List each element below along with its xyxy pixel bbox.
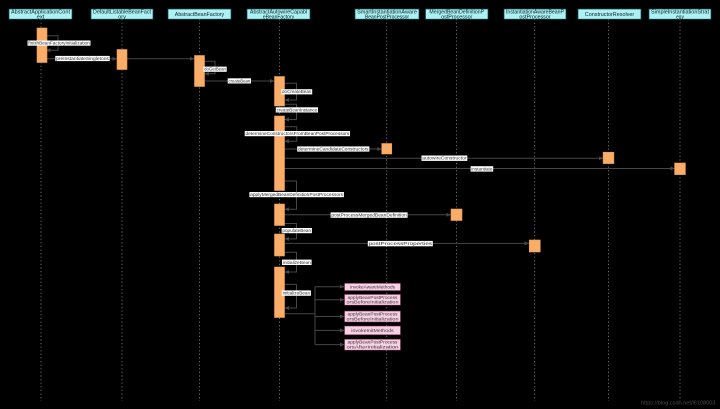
svg-text:determineCandidateConstructors: determineCandidateConstructors [298, 146, 369, 151]
svg-text:applyBeanPostProcess: applyBeanPostProcess [348, 311, 398, 317]
svg-text:MergedBeanDefinitionP: MergedBeanDefinitionP [429, 9, 484, 15]
svg-text:createBean: createBean [229, 78, 251, 83]
svg-text:finishBeanFactoryInitializatio: finishBeanFactoryInitialization [28, 41, 90, 46]
svg-text:populateBean: populateBean [282, 228, 311, 233]
svg-text:BeanPostProcessor: BeanPostProcessor [365, 14, 410, 20]
svg-text:ostProcessor: ostProcessor [519, 14, 551, 20]
svg-text:postProcessMergedBeanDefinitio: postProcessMergedBeanDefinition [331, 213, 407, 218]
svg-text:AbstractBeanFactory: AbstractBeanFactory [175, 12, 225, 18]
svg-text:orsBeforeInitialization: orsBeforeInitialization [347, 300, 399, 306]
svg-text:InstantiationAwareBeanP: InstantiationAwareBeanP [506, 9, 565, 15]
svg-text:instantiate: instantiate [471, 166, 492, 171]
svg-text:invokeInitMethods: invokeInitMethods [351, 328, 394, 334]
svg-text:AbstractApplicationCont: AbstractApplicationCont [11, 9, 71, 15]
svg-text:orsBeforeInitialization: orsBeforeInitialization [347, 316, 399, 322]
svg-text:eBeanFactory: eBeanFactory [263, 14, 295, 20]
svg-text:autowireConstructor: autowireConstructor [422, 156, 467, 161]
svg-text:applyBeanPostProcess: applyBeanPostProcess [348, 340, 398, 346]
svg-text:initializeBean: initializeBean [283, 291, 311, 296]
svg-text:ext: ext [37, 14, 46, 20]
svg-text:preInstantiateSingletons: preInstantiateSingletons [56, 56, 110, 61]
svg-text:ConstructorResolver: ConstructorResolver [585, 12, 635, 18]
svg-text:egy: egy [676, 14, 684, 20]
svg-text:applyBeanPostProcess: applyBeanPostProcess [348, 295, 398, 301]
svg-text:https://blog.csdn.net/l6108003: https://blog.csdn.net/l6108003 [641, 400, 716, 406]
svg-text:DefaultListableBeanFact: DefaultListableBeanFact [93, 9, 152, 15]
svg-text:postProcessProperties: postProcessProperties [369, 241, 433, 246]
svg-text:doGetBean: doGetBean [204, 67, 226, 72]
svg-text:determineConstructorsFromBeanP: determineConstructorsFromBeanPostProcess… [246, 131, 350, 136]
svg-text:orsAfterInitialization: orsAfterInitialization [347, 345, 399, 351]
svg-text:ory: ory [118, 14, 126, 20]
svg-text:initializeBean: initializeBean [283, 260, 311, 265]
svg-text:SimpleInstantiationStrat: SimpleInstantiationStrat [651, 9, 710, 15]
svg-text:doCreateBean: doCreateBean [282, 89, 312, 94]
svg-text:createBeanInstance: createBeanInstance [277, 107, 318, 112]
svg-text:applyMergedBeanDefinitionPostP: applyMergedBeanDefinitionPostProcessors [250, 192, 344, 197]
svg-text:invokeAwareMethods: invokeAwareMethods [350, 285, 395, 291]
svg-text:AbstractAutowireCapabl: AbstractAutowireCapabl [250, 9, 307, 15]
svg-text:ostProcessor: ostProcessor [441, 14, 473, 20]
svg-text:SmartInstantiationAware: SmartInstantiationAware [357, 9, 417, 15]
